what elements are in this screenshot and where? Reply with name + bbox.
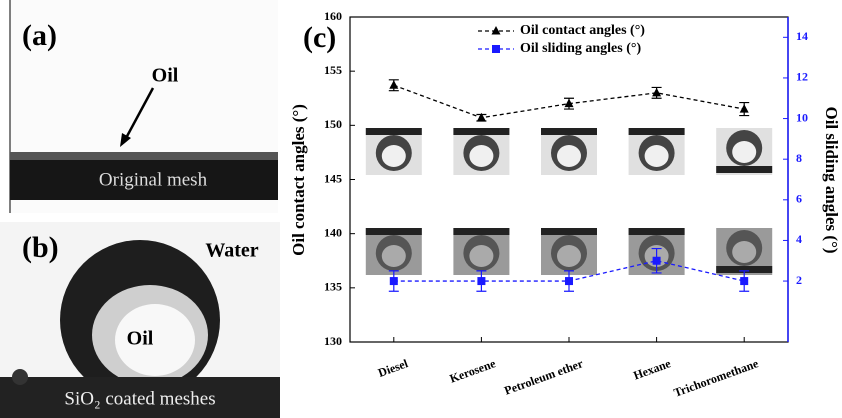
legend-marker: [492, 26, 501, 35]
y2-tick-label: 8: [796, 151, 802, 165]
y2-tick-label: 2: [796, 273, 802, 287]
photo-bar: [541, 228, 597, 235]
photo-drop-core: [732, 241, 756, 263]
annotation: Water: [205, 240, 258, 262]
droplet-images: [366, 128, 772, 275]
marker: [477, 277, 485, 285]
marker: [740, 104, 749, 113]
caption: Original mesh: [99, 169, 208, 190]
caption: SiO₂ coated meshes: [64, 388, 215, 409]
y-tick-label: 155: [324, 63, 342, 77]
marker: [653, 257, 661, 265]
photo-drop-core: [557, 145, 581, 167]
x-tick-label: Petroleum ether: [502, 356, 585, 398]
y-tick-label: 130: [324, 334, 342, 348]
legend-label: Oil sliding angles (°): [520, 41, 641, 56]
annotation: Oil: [152, 65, 179, 87]
photo-drop-core: [732, 141, 756, 163]
photo-bar: [629, 228, 685, 235]
y-tick-label: 160: [324, 9, 342, 23]
legend-marker: [492, 45, 500, 53]
y-tick-label: 140: [324, 225, 342, 239]
figure: (a) Oil Original mesh (b) Water Oil SiO₂…: [0, 0, 842, 418]
photo-bar: [716, 166, 772, 173]
plot-frame: [350, 17, 788, 342]
y2-axis-label: Oil sliding angles (°): [822, 106, 841, 253]
y2-tick-label: 10: [796, 110, 808, 124]
panel-label: (a): [22, 19, 57, 52]
y-tick-label: 150: [324, 117, 342, 131]
photo-bar: [629, 128, 685, 135]
annotation: Oil: [127, 328, 154, 350]
x-tick-label: Trichoromethane: [672, 356, 761, 400]
y2-tick-label: 4: [796, 232, 802, 246]
photo-drop-core: [645, 145, 669, 167]
photo-drop-core: [382, 245, 406, 267]
marker: [565, 277, 573, 285]
photo-bar: [541, 128, 597, 135]
photo-drop-core: [469, 245, 493, 267]
photo-drop-core: [469, 145, 493, 167]
photo-drop-core: [382, 145, 406, 167]
marker: [390, 277, 398, 285]
x-tick-label: Hexane: [631, 356, 673, 383]
y2-tick-label: 6: [796, 192, 802, 206]
marker: [652, 88, 661, 97]
x-tick-label: Kerosene: [448, 356, 498, 386]
y-tick-label: 145: [324, 171, 342, 185]
photo-drop-core: [557, 245, 581, 267]
marker: [389, 80, 398, 89]
x-tick-label: Diesel: [376, 356, 410, 380]
photo-bar: [453, 228, 509, 235]
panel-label: (c): [303, 21, 336, 54]
legend-label: Oil contact angles (°): [520, 23, 645, 38]
marker: [740, 277, 748, 285]
photo-bar: [453, 128, 509, 135]
photo-bar: [366, 228, 422, 235]
photo-bar: [366, 128, 422, 135]
y-axis-label: Oil contact angles (°): [289, 104, 308, 256]
y2-tick-label: 14: [796, 29, 808, 43]
y-tick-label: 135: [324, 280, 342, 294]
panel-label: (b): [22, 231, 59, 264]
y2-tick-label: 12: [796, 70, 808, 84]
